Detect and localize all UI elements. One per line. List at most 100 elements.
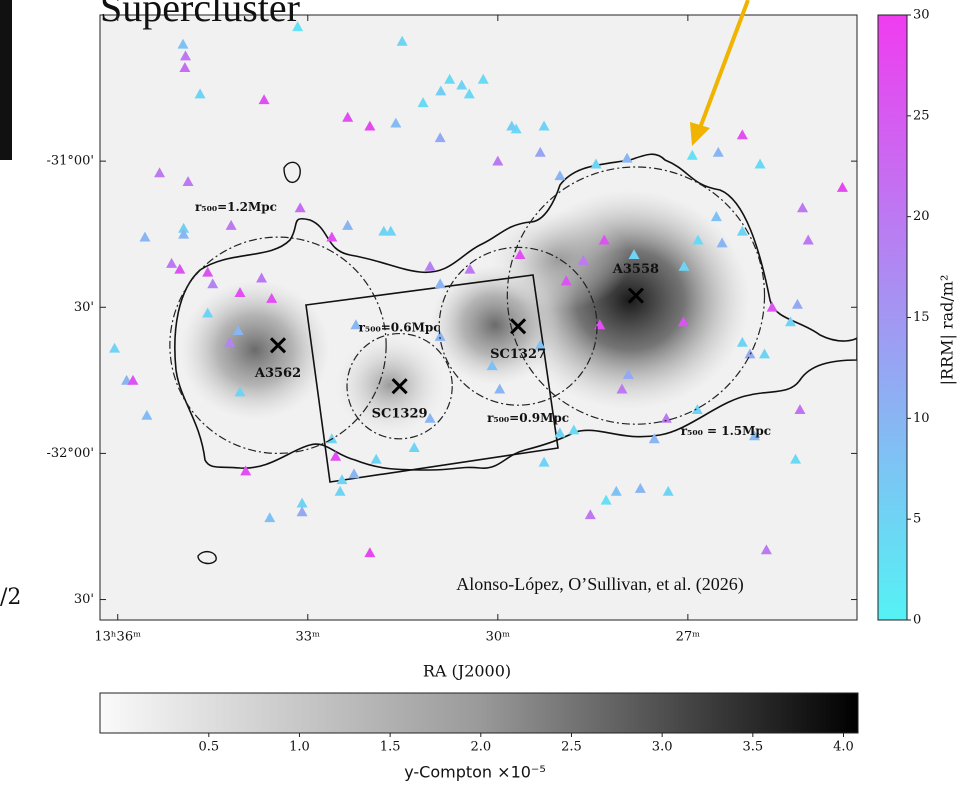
map	[100, 15, 857, 620]
rm-source	[336, 474, 348, 485]
rm-source	[538, 456, 550, 467]
rm-source	[348, 468, 360, 479]
rm-source	[660, 412, 672, 423]
rm-source	[444, 73, 456, 84]
y-tick-label: -32°00'	[46, 446, 94, 461]
y-tick-label: 30'	[74, 592, 94, 607]
rm-source	[584, 509, 596, 520]
rm-source	[194, 88, 206, 99]
rm-source	[560, 275, 572, 286]
rm-source	[616, 383, 628, 394]
rm-source	[207, 278, 219, 289]
contour	[283, 161, 301, 183]
rm-source	[342, 111, 354, 122]
rm-source	[577, 255, 589, 265]
cluster-center	[269, 337, 287, 354]
rm-source	[662, 485, 674, 496]
y-tick-label: 30'	[74, 300, 94, 315]
rm-source	[378, 225, 390, 236]
rm-source	[598, 234, 610, 245]
rm-source	[790, 453, 802, 464]
rm-source	[628, 249, 640, 260]
rm-source	[534, 339, 546, 350]
rm-source	[744, 348, 756, 359]
rm-source	[417, 97, 429, 108]
plot-frame	[99, 14, 858, 621]
rm-source	[141, 409, 153, 420]
r500-label: r₅₀₀=0.9Mpc	[487, 411, 569, 425]
rm-source	[174, 263, 186, 274]
slide-title: Supercluster	[100, 0, 300, 30]
cluster-name: SC1329	[372, 407, 428, 422]
rm-source	[390, 117, 402, 128]
cropped-image	[0, 0, 12, 160]
rm-source	[370, 453, 382, 464]
rm-source	[712, 146, 724, 157]
rm-source	[225, 219, 237, 230]
rm-source	[514, 249, 526, 260]
ycompton-tick-label: 1.0	[289, 740, 310, 755]
r500-circle	[438, 246, 598, 406]
rm-source	[178, 228, 190, 239]
rm-source	[759, 348, 771, 359]
rm-source	[610, 485, 622, 496]
rm-source	[802, 234, 814, 245]
ycompton-tick-label: 4.0	[833, 740, 854, 755]
rm-source	[494, 383, 506, 394]
rm-source	[677, 316, 689, 327]
rm-source	[364, 120, 376, 131]
rm-source	[434, 132, 446, 143]
rm-source	[232, 325, 244, 336]
ycompton-tick-label: 3.5	[742, 740, 763, 755]
ycompton-tick-label: 2.0	[470, 740, 491, 755]
r500-label: r₅₀₀ = 1.5Mpc	[681, 424, 771, 438]
rm-source	[178, 222, 190, 233]
rm-source	[182, 176, 194, 186]
rm-source	[234, 287, 246, 298]
rrm-tick-label: 10	[913, 411, 930, 426]
x-axis-label: RA (J2000)	[423, 662, 511, 681]
cluster-name: SC1327	[490, 347, 546, 362]
rm-source	[634, 482, 646, 493]
rm-source	[334, 485, 346, 496]
rm-source	[464, 263, 476, 274]
rm-source	[736, 225, 748, 236]
rm-source	[748, 430, 760, 441]
rm-source	[600, 494, 612, 505]
cluster-center	[510, 318, 527, 335]
rrm-tick-label: 5	[913, 512, 921, 527]
rm-source	[424, 260, 436, 271]
rm-source	[791, 298, 803, 309]
rm-source	[622, 368, 634, 379]
rm-source	[716, 237, 728, 248]
rm-source	[554, 427, 566, 438]
rm-source	[492, 155, 504, 166]
rm-source	[294, 202, 306, 213]
rm-source	[330, 450, 342, 461]
x-tick-label: 13ʰ36ᵐ	[94, 630, 141, 645]
arrow	[690, 0, 750, 146]
rm-source	[434, 278, 446, 289]
rm-source	[396, 35, 408, 46]
cluster-center	[391, 378, 408, 395]
rm-source	[296, 506, 308, 517]
rm-source	[435, 85, 447, 96]
rm-source	[180, 50, 192, 61]
rrm-tick-label: 15	[913, 310, 930, 325]
rm-source	[510, 123, 522, 134]
rm-source	[456, 79, 468, 90]
rm-source	[127, 374, 139, 385]
contour	[197, 550, 217, 565]
contour	[174, 153, 857, 471]
rm-source	[109, 342, 121, 353]
rm-source	[326, 231, 338, 242]
rm-source	[568, 424, 580, 435]
rm-source	[784, 316, 796, 327]
rm-source	[678, 260, 690, 271]
ycompton-tick-label: 1.5	[380, 740, 401, 755]
rm-source	[736, 129, 748, 140]
rm-source	[692, 234, 704, 245]
rm-source	[202, 307, 214, 318]
r500-circle	[506, 166, 766, 425]
